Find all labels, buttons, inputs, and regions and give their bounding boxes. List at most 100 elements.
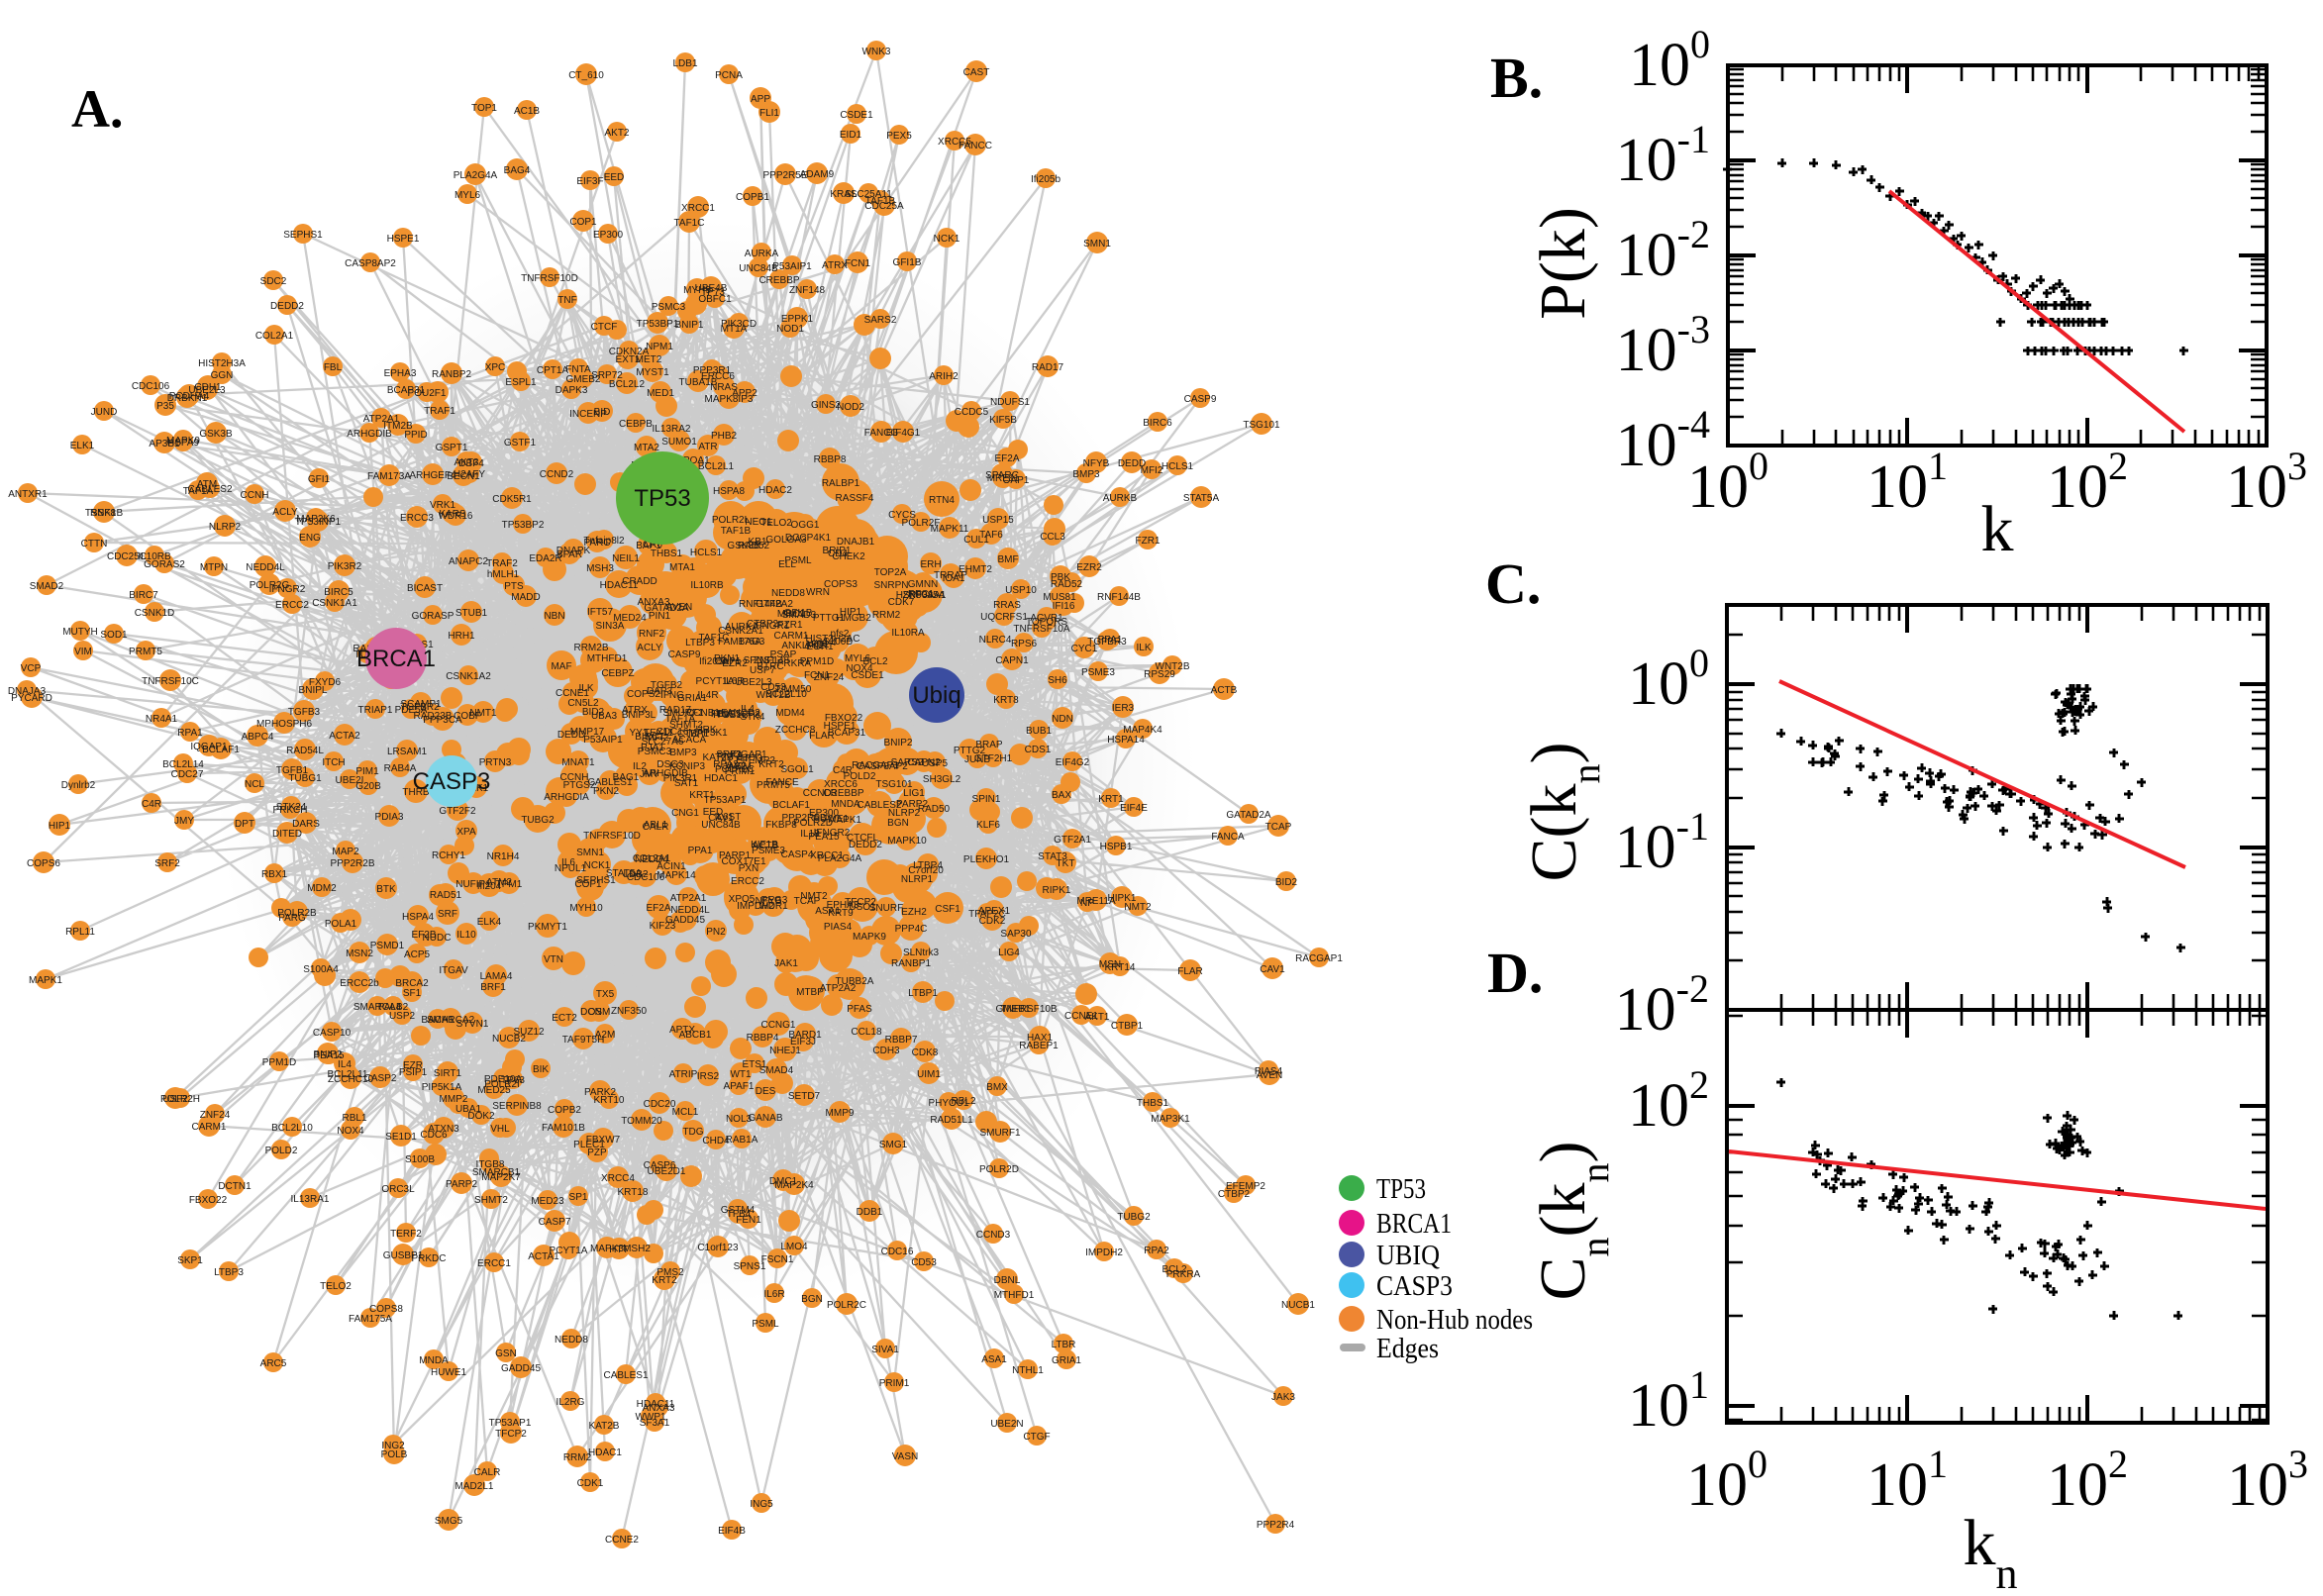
svg-text:TIMM50: TIMM50 bbox=[775, 684, 812, 695]
svg-text:KAT2B: KAT2B bbox=[703, 752, 734, 763]
svg-text:IL4: IL4 bbox=[338, 1059, 352, 1070]
svg-text:WNK3: WNK3 bbox=[862, 47, 891, 57]
svg-text:CCND2: CCND2 bbox=[540, 469, 574, 480]
svg-text:SMN1: SMN1 bbox=[1083, 239, 1111, 249]
svg-text:NPUL1: NPUL1 bbox=[555, 863, 587, 874]
svg-text:KLF6: KLF6 bbox=[976, 820, 1000, 831]
svg-text:ING2: ING2 bbox=[381, 1441, 405, 1451]
svg-text:ATP2A2: ATP2A2 bbox=[820, 983, 857, 994]
svg-text:FANCE: FANCE bbox=[765, 777, 799, 788]
svg-text:SNURF: SNURF bbox=[869, 903, 903, 914]
svg-text:ATM: ATM bbox=[197, 479, 217, 490]
svg-text:TSG101: TSG101 bbox=[1243, 420, 1280, 431]
svg-text:POLD2: POLD2 bbox=[265, 1146, 298, 1156]
svg-text:AKT2: AKT2 bbox=[604, 128, 629, 139]
svg-text:BCAP31: BCAP31 bbox=[387, 385, 426, 396]
svg-text:KIF1B: KIF1B bbox=[751, 840, 778, 850]
svg-text:CCL18: CCL18 bbox=[851, 1027, 882, 1038]
svg-text:PSMD1: PSMD1 bbox=[370, 941, 405, 951]
svg-text:PLEKHO1: PLEKHO1 bbox=[963, 854, 1010, 865]
svg-text:CASP7: CASP7 bbox=[539, 1217, 571, 1228]
svg-text:IFNGR2: IFNGR2 bbox=[814, 828, 851, 839]
svg-text:CYC1: CYC1 bbox=[1071, 644, 1098, 654]
svg-text:HAX1: HAX1 bbox=[1027, 1033, 1054, 1044]
svg-text:DNAJB1: DNAJB1 bbox=[837, 537, 875, 548]
svg-text:STUB1: STUB1 bbox=[455, 608, 488, 619]
svg-text:GSPT1: GSPT1 bbox=[436, 443, 468, 453]
svg-text:RAD52: RAD52 bbox=[1051, 579, 1083, 590]
svg-text:UBE2N: UBE2N bbox=[990, 1419, 1023, 1430]
svg-text:LIG4: LIG4 bbox=[998, 948, 1020, 958]
svg-text:BCAP31: BCAP31 bbox=[828, 728, 866, 739]
svg-text:XPC: XPC bbox=[485, 362, 506, 373]
svg-text:EIF3F: EIF3F bbox=[576, 176, 603, 187]
svg-text:IL13RA1: IL13RA1 bbox=[291, 1194, 330, 1205]
svg-text:WDR1: WDR1 bbox=[758, 901, 788, 912]
svg-text:CDH1: CDH1 bbox=[194, 382, 222, 393]
svg-text:PTS: PTS bbox=[504, 581, 524, 592]
svg-text:EPPK1: EPPK1 bbox=[781, 314, 814, 325]
svg-text:HSPA8: HSPA8 bbox=[713, 486, 745, 497]
svg-text:LTBP1: LTBP1 bbox=[908, 988, 938, 999]
svg-text:PPM1D: PPM1D bbox=[262, 1057, 296, 1068]
svg-text:GRIA1: GRIA1 bbox=[677, 693, 707, 704]
svg-text:RAD51: RAD51 bbox=[430, 890, 462, 901]
svg-text:MAP3K1: MAP3K1 bbox=[688, 728, 728, 739]
svg-text:AVEN: AVEN bbox=[666, 602, 693, 613]
svg-text:OSM: OSM bbox=[588, 1007, 611, 1018]
svg-text:IL13RA2: IL13RA2 bbox=[653, 424, 691, 435]
svg-text:HMGB2: HMGB2 bbox=[836, 613, 871, 624]
svg-text:RACGAP1: RACGAP1 bbox=[1295, 953, 1343, 964]
svg-text:TFB4: TFB4 bbox=[727, 1209, 752, 1220]
svg-text:PIM1: PIM1 bbox=[355, 766, 379, 777]
svg-text:PMS2: PMS2 bbox=[656, 1267, 684, 1278]
svg-text:BARD1: BARD1 bbox=[788, 1030, 822, 1041]
svg-text:NOD2: NOD2 bbox=[837, 402, 864, 413]
svg-text:NLRP2: NLRP2 bbox=[888, 808, 921, 819]
svg-text:DAP3: DAP3 bbox=[647, 686, 673, 697]
svg-text:BIRC5: BIRC5 bbox=[324, 587, 354, 598]
svg-text:UBE4B: UBE4B bbox=[695, 283, 728, 294]
svg-text:NTHL1: NTHL1 bbox=[1012, 1365, 1044, 1376]
svg-text:PTGS2: PTGS2 bbox=[563, 780, 596, 791]
svg-text:UIM1: UIM1 bbox=[917, 1069, 941, 1080]
svg-text:k: k bbox=[1981, 493, 2014, 565]
svg-text:PIK3R1: PIK3R1 bbox=[663, 773, 698, 784]
svg-text:IL6R: IL6R bbox=[763, 1289, 784, 1300]
svg-text:AKT1: AKT1 bbox=[1084, 1012, 1109, 1023]
svg-text:TUBA1B: TUBA1B bbox=[679, 377, 718, 388]
svg-text:TNFRSF10D: TNFRSF10D bbox=[521, 273, 578, 284]
svg-text:TRRAP: TRRAP bbox=[934, 570, 967, 581]
svg-text:IQGAP1: IQGAP1 bbox=[190, 742, 228, 752]
svg-text:KRT18: KRT18 bbox=[618, 1187, 649, 1198]
svg-text:ABL1: ABL1 bbox=[644, 820, 668, 831]
svg-text:PPP2R4: PPP2R4 bbox=[1257, 1520, 1295, 1531]
svg-text:FLAR: FLAR bbox=[1177, 966, 1203, 977]
svg-text:TELO2: TELO2 bbox=[760, 518, 792, 529]
svg-text:FBXO22: FBXO22 bbox=[189, 1195, 228, 1206]
svg-text:ATRIP: ATRIP bbox=[669, 1069, 698, 1080]
svg-text:UBE2L3: UBE2L3 bbox=[735, 677, 772, 688]
svg-text:EED: EED bbox=[703, 807, 724, 818]
svg-text:RBL2: RBL2 bbox=[951, 1096, 975, 1107]
svg-text:VIM: VIM bbox=[734, 761, 752, 772]
svg-text:MAP2K4: MAP2K4 bbox=[774, 1180, 814, 1191]
svg-text:BNIP3L: BNIP3L bbox=[622, 710, 656, 721]
svg-text:MTA1: MTA1 bbox=[669, 562, 695, 573]
svg-text:KIF23: KIF23 bbox=[650, 921, 676, 932]
svg-text:MED24: MED24 bbox=[613, 613, 647, 624]
svg-text:RCHY1: RCHY1 bbox=[432, 850, 465, 861]
svg-text:SOD1: SOD1 bbox=[100, 630, 128, 641]
svg-text:SCAMP1: SCAMP1 bbox=[400, 699, 442, 710]
svg-text:MCL1: MCL1 bbox=[672, 1107, 699, 1118]
svg-text:PZP: PZP bbox=[587, 1147, 607, 1158]
svg-text:EZH2: EZH2 bbox=[901, 907, 927, 918]
svg-text:CD53: CD53 bbox=[760, 682, 786, 693]
svg-text:CCNE1: CCNE1 bbox=[556, 688, 589, 699]
svg-text:ATXN3: ATXN3 bbox=[428, 1124, 459, 1135]
svg-text:RRM2: RRM2 bbox=[563, 1452, 592, 1463]
svg-text:NLRP1: NLRP1 bbox=[901, 874, 934, 885]
svg-text:ITGB8: ITGB8 bbox=[476, 1159, 505, 1170]
svg-text:WNT2B: WNT2B bbox=[1156, 661, 1190, 672]
svg-text:POLA1: POLA1 bbox=[325, 919, 357, 930]
